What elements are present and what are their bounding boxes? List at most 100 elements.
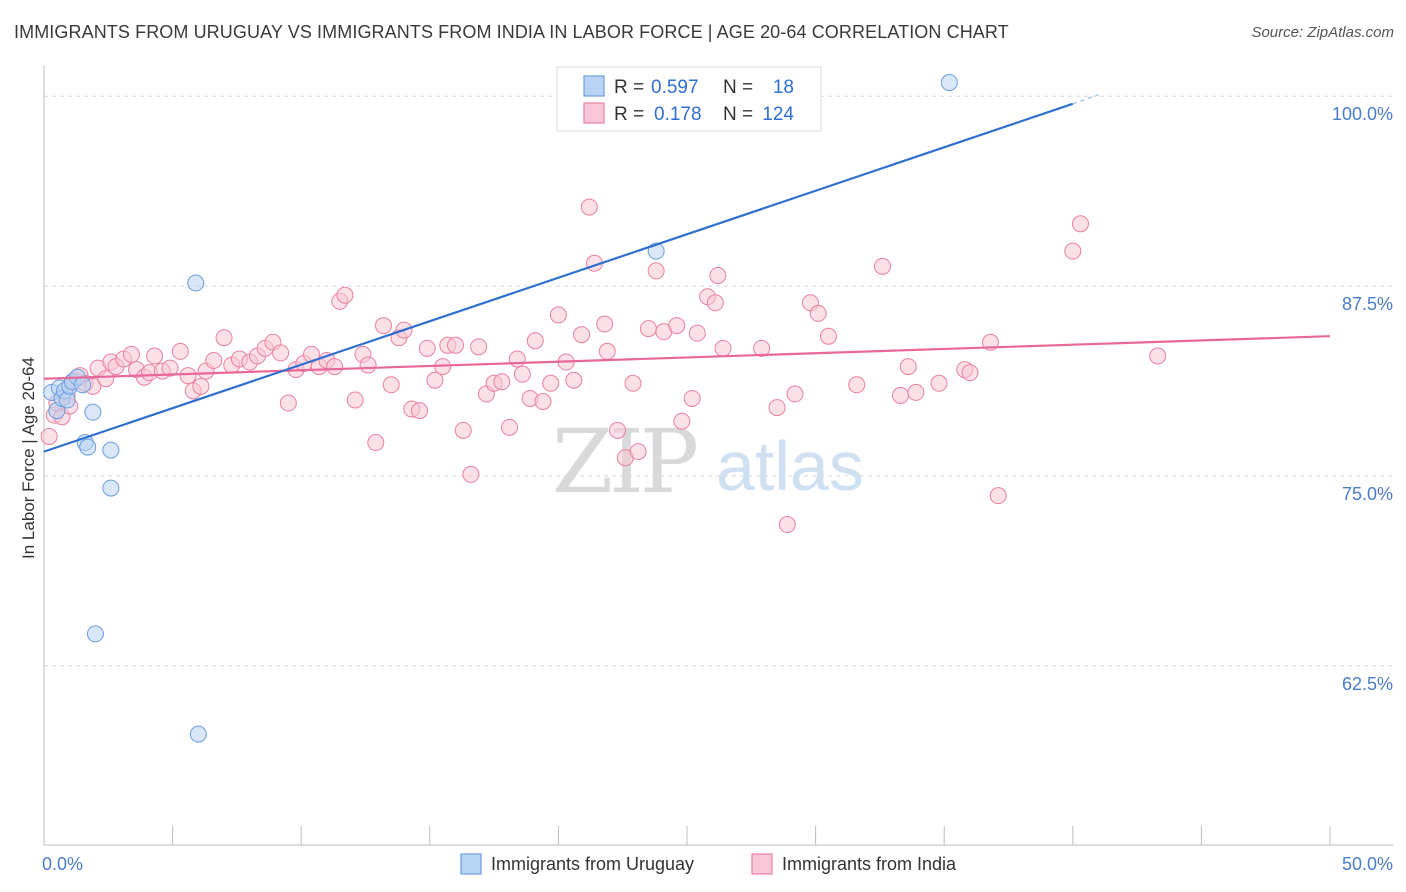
uruguay-point <box>102 441 120 459</box>
series-legend: Immigrants from Uruguay Immigrants from … <box>460 853 957 875</box>
y-tick-label: 62.5% <box>1342 674 1393 694</box>
india-point <box>673 412 691 430</box>
india-point <box>668 317 686 335</box>
india-point <box>501 418 519 436</box>
uruguay-point <box>189 725 207 743</box>
india-point <box>873 257 891 275</box>
y-axis-title: In Labor Force | Age 20-64 <box>19 357 38 559</box>
legend-n-label-uruguay: N = <box>723 77 753 98</box>
india-point <box>786 385 804 403</box>
source-label: Source: ZipAtlas.com <box>1251 24 1394 41</box>
india-point <box>279 394 297 412</box>
india-point <box>97 370 115 388</box>
india-point <box>573 326 591 344</box>
uruguay-point <box>86 625 104 643</box>
india-point <box>753 339 771 357</box>
india-point <box>565 371 583 389</box>
india-point <box>272 344 290 362</box>
india-trend-line <box>43 335 1331 380</box>
legend-n-value-india: 124 <box>762 104 794 125</box>
india-point <box>426 371 444 389</box>
india-point <box>447 336 465 354</box>
india-point <box>367 434 385 452</box>
india-point <box>508 350 526 368</box>
uruguay-point <box>84 403 102 421</box>
india-point <box>526 332 544 350</box>
india-point <box>171 342 189 360</box>
india-point <box>809 304 827 322</box>
y-tick-labels: 100.0% 87.5% 75.0% 62.5% <box>1332 104 1393 694</box>
stats-legend: R = 0.597 N = 18 R = 0.178 N = 124 <box>556 66 822 132</box>
india-point <box>580 198 598 216</box>
india-point <box>454 421 472 439</box>
chart-title: IMMIGRANTS FROM URUGUAY VS IMMIGRANTS FR… <box>14 22 1009 42</box>
india-point <box>989 487 1007 505</box>
india-point <box>513 365 531 383</box>
india-point <box>359 356 377 374</box>
axes <box>43 66 1393 846</box>
india-point <box>179 367 197 385</box>
india-point <box>302 345 320 363</box>
uruguay-point <box>102 479 120 497</box>
india-point <box>709 266 727 284</box>
india-point <box>778 516 796 534</box>
india-point <box>899 358 917 376</box>
india-point <box>375 317 393 335</box>
india-point <box>647 262 665 280</box>
x-tick-label: 0.0% <box>42 854 83 874</box>
x-tick-label: 50.0% <box>1342 854 1393 874</box>
y-tick-label: 100.0% <box>1332 104 1393 124</box>
series-legend-label-uruguay: Immigrants from Uruguay <box>491 854 694 874</box>
uruguay-points <box>43 74 958 743</box>
legend-swatch-india <box>583 102 605 124</box>
india-point <box>215 329 233 347</box>
watermark: ZIP atlas <box>552 410 864 513</box>
india-point <box>161 359 179 377</box>
india-point <box>122 345 140 363</box>
india-point <box>706 294 724 312</box>
india-point <box>848 376 866 394</box>
india-point <box>192 377 210 395</box>
india-point <box>346 391 364 409</box>
legend-n-value-uruguay: 18 <box>773 77 794 98</box>
india-point <box>462 465 480 483</box>
uruguay-point <box>187 274 205 292</box>
india-point <box>493 373 511 391</box>
y-tick-label: 87.5% <box>1342 294 1393 314</box>
x-tick-labels: 0.0% 50.0% <box>42 854 1393 874</box>
india-point <box>418 339 436 357</box>
series-legend-label-india: Immigrants from India <box>782 854 957 874</box>
india-point <box>411 402 429 420</box>
legend-n-label-india: N = <box>723 104 753 125</box>
uruguay-point <box>74 376 92 394</box>
india-point <box>40 427 58 445</box>
india-point <box>542 374 560 392</box>
india-point <box>609 421 627 439</box>
india-point <box>534 393 552 411</box>
india-point <box>907 383 925 401</box>
legend-r-value-uruguay: 0.597 <box>651 77 699 98</box>
uruguay-point <box>940 74 958 92</box>
legend-r-label-uruguay: R = <box>614 77 644 98</box>
legend-r-value-india: 0.178 <box>654 104 702 125</box>
india-point <box>598 342 616 360</box>
india-point <box>326 358 344 376</box>
india-point <box>629 443 647 461</box>
gridlines <box>44 95 1393 667</box>
india-point <box>624 374 642 392</box>
india-point <box>470 338 488 356</box>
india-point <box>930 374 948 392</box>
uruguay-point <box>79 438 97 456</box>
india-point <box>596 315 614 333</box>
legend-swatch-uruguay <box>583 75 605 97</box>
series-legend-swatch-uruguay <box>460 853 482 875</box>
india-points <box>40 198 1167 534</box>
india-point <box>1072 215 1090 233</box>
y-tick-label: 75.0% <box>1342 484 1393 504</box>
india-point <box>891 386 909 404</box>
india-point <box>146 347 164 365</box>
watermark-atlas: atlas <box>716 427 864 505</box>
india-point <box>819 327 837 345</box>
india-point <box>768 399 786 417</box>
